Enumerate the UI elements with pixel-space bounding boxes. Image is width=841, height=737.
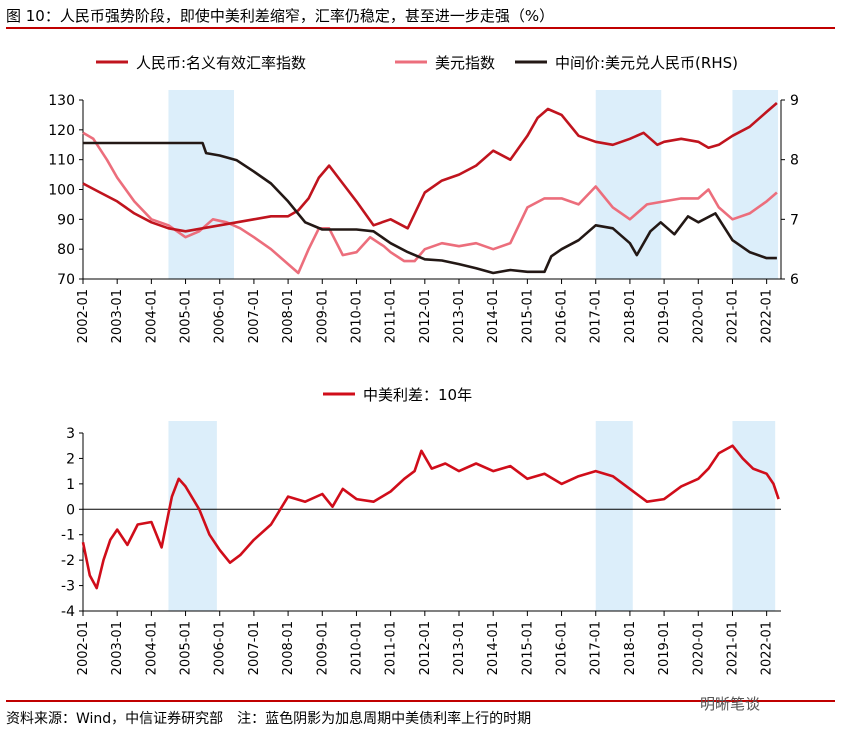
y-tick-label: 3 bbox=[66, 426, 75, 442]
series-line-spread bbox=[81, 444, 780, 590]
y2-tick-label: 9 bbox=[790, 93, 799, 109]
shaded-period bbox=[595, 90, 662, 279]
x-tick-label: 2017-01 bbox=[589, 289, 604, 343]
x-tick-label: 2016-01 bbox=[555, 621, 570, 675]
x-tick-label: 2002-01 bbox=[76, 621, 91, 675]
y-tick-label: 120 bbox=[48, 123, 75, 139]
x-tick-label: 2005-01 bbox=[179, 621, 194, 675]
legend-label-1: 美元指数 bbox=[435, 54, 495, 72]
x-tick-label: 2021-01 bbox=[725, 289, 740, 343]
shaded-period bbox=[595, 421, 633, 611]
x-tick-label: 2007-01 bbox=[247, 289, 262, 343]
x-tick-label: 2008-01 bbox=[281, 621, 296, 675]
legend-label-0: 人民币:名义有效汇率指数 bbox=[136, 54, 306, 72]
y-tick-label: 100 bbox=[48, 183, 75, 199]
x-tick-label: 2004-01 bbox=[144, 621, 159, 675]
figure-title: 图 10：人民币强势阶段，即使中美利差缩窄，汇率仍稳定，甚至进一步走强（%） bbox=[6, 7, 555, 25]
x-tick-label: 2006-01 bbox=[213, 621, 228, 675]
legend-label-2: 中间价:美元兑人民币(RHS) bbox=[555, 54, 738, 72]
watermark-text: 明晰笔谈 bbox=[700, 695, 761, 713]
x-tick-label: 2013-01 bbox=[452, 621, 467, 675]
shaded-period bbox=[732, 421, 776, 611]
shaded-period bbox=[732, 90, 779, 279]
x-tick-label: 2016-01 bbox=[555, 289, 570, 343]
y-tick-label: -1 bbox=[61, 528, 75, 544]
x-tick-label: 2022-01 bbox=[760, 289, 775, 343]
y-tick-label: 1 bbox=[66, 477, 75, 493]
source-note: 资料来源：Wind，中信证券研究部 注：蓝色阴影为加息周期中美债利率上行的时期 bbox=[6, 711, 532, 727]
y2-tick-label: 6 bbox=[790, 272, 799, 288]
top-chart: 70 80 90 100 110 120 130 6 7 8 9 2002-01 2003-01 2004… bbox=[48, 54, 799, 343]
x-tick-label: 2012-01 bbox=[418, 621, 433, 675]
y-tick-label: 2 bbox=[66, 451, 75, 467]
x-tick-label: 2006-01 bbox=[213, 289, 228, 343]
x-tick-label: 2018-01 bbox=[623, 621, 638, 675]
shaded-period bbox=[168, 421, 217, 611]
x-tick-label: 2012-01 bbox=[418, 289, 433, 343]
x-tick-label: 2020-01 bbox=[691, 621, 706, 675]
x-tick-label: 2015-01 bbox=[520, 621, 535, 675]
y-tick-label: 110 bbox=[48, 153, 75, 169]
x-tick-label: 2005-01 bbox=[179, 289, 194, 343]
y2-tick-label: 8 bbox=[790, 153, 799, 169]
title-rule-top bbox=[6, 27, 835, 29]
x-tick-label: 2010-01 bbox=[349, 289, 364, 343]
x-tick-label: 2019-01 bbox=[657, 621, 672, 675]
x-tick-label: 2002-01 bbox=[76, 289, 91, 343]
shaded-period bbox=[168, 90, 234, 279]
x-tick-label: 2021-01 bbox=[725, 621, 740, 675]
x-tick-label: 2011-01 bbox=[384, 621, 399, 675]
x-tick-label: 2014-01 bbox=[486, 289, 501, 343]
y-tick-label: -2 bbox=[61, 553, 75, 569]
x-tick-label: 2007-01 bbox=[247, 621, 262, 675]
x-tick-label: 2008-01 bbox=[281, 289, 296, 343]
x-tick-label: 2015-01 bbox=[520, 289, 535, 343]
x-tick-label: 2013-01 bbox=[452, 289, 467, 343]
x-tick-label: 2017-01 bbox=[589, 621, 604, 675]
series-line-1 bbox=[82, 131, 778, 275]
x-tick-label: 2020-01 bbox=[691, 289, 706, 343]
legend-label-spread: 中美利差：10年 bbox=[363, 386, 472, 404]
x-tick-label: 2011-01 bbox=[384, 289, 399, 343]
y-tick-label: -3 bbox=[61, 579, 75, 595]
y2-tick-label: 7 bbox=[790, 212, 799, 228]
x-tick-label: 2022-01 bbox=[760, 621, 775, 675]
series-line-0 bbox=[82, 102, 778, 233]
x-tick-label: 2010-01 bbox=[349, 621, 364, 675]
bottom-chart: -4 -3 -2 -1 0 1 2 3 2002-01 2003-01 2004-01 2005-01… bbox=[61, 386, 781, 675]
y-tick-label: 130 bbox=[48, 93, 75, 109]
x-tick-label: 2009-01 bbox=[315, 289, 330, 343]
y-tick-label: 90 bbox=[57, 212, 75, 228]
title-rule-bottom bbox=[6, 700, 835, 702]
x-tick-label: 2004-01 bbox=[144, 289, 159, 343]
x-tick-label: 2014-01 bbox=[486, 621, 501, 675]
x-tick-label: 2019-01 bbox=[657, 289, 672, 343]
x-tick-label: 2018-01 bbox=[623, 289, 638, 343]
series-line-2 bbox=[83, 141, 777, 275]
x-tick-label: 2003-01 bbox=[110, 621, 125, 675]
y-tick-label: 70 bbox=[57, 272, 75, 288]
y-tick-label: -4 bbox=[61, 604, 75, 620]
x-tick-label: 2009-01 bbox=[315, 621, 330, 675]
y-tick-label: 0 bbox=[66, 502, 75, 518]
y-tick-label: 80 bbox=[57, 242, 75, 258]
x-tick-label: 2003-01 bbox=[110, 289, 125, 343]
